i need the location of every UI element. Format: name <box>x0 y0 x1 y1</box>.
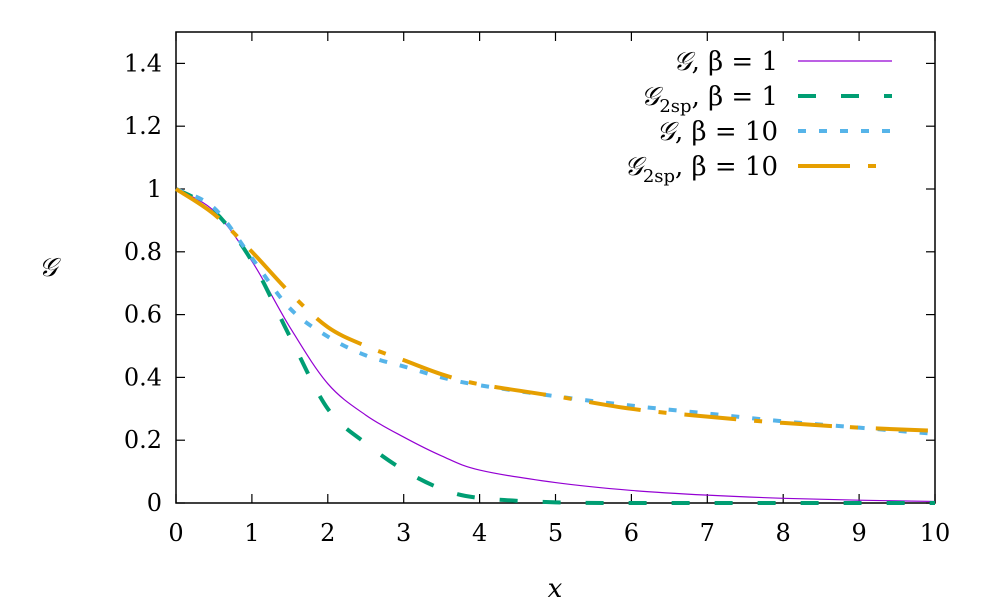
series-line-2 <box>174 187 935 506</box>
legend-label-4: 𝒢2sp, β = 10 <box>624 152 778 187</box>
x-tick-label: 0 <box>168 519 183 547</box>
x-tick-label: 8 <box>776 519 791 547</box>
legend-symbol: 𝒢 <box>673 47 696 77</box>
legend-label-1: 𝒢, β = 1 <box>673 47 778 77</box>
legend-subscript: 2sp <box>659 96 691 117</box>
y-tick-label: 0.4 <box>124 363 162 391</box>
plot-frame <box>175 31 936 504</box>
y-axis-label: 𝒢 <box>39 253 62 283</box>
y-tick-label: 0.8 <box>124 238 162 266</box>
legend-param: , β = 10 <box>675 117 778 147</box>
legend-param: , β = 1 <box>692 82 778 112</box>
legend-label-3: 𝒢, β = 10 <box>657 117 778 147</box>
y-tick-label: 1 <box>147 175 162 203</box>
y-tick-label: 0.6 <box>124 301 162 329</box>
legend-label-2: 𝒢2sp, β = 1 <box>641 82 778 117</box>
y-tick-label: 1.4 <box>124 49 162 77</box>
y-tick-label: 0 <box>147 489 162 517</box>
legend-symbol: 𝒢 <box>641 82 664 112</box>
x-tick-label: 3 <box>396 519 411 547</box>
legend-subscript: 2sp <box>643 166 675 187</box>
series-line-4 <box>174 187 936 433</box>
x-axis-label: x <box>548 574 563 604</box>
y-tick-label: 1.2 <box>124 112 162 140</box>
x-tick-label: 7 <box>700 519 715 547</box>
legend-symbol: 𝒢 <box>624 152 647 182</box>
y-tick-label: 0.2 <box>124 426 162 454</box>
series-line-3 <box>175 187 936 436</box>
x-tick-label: 1 <box>244 519 259 547</box>
series-line-1 <box>175 188 936 503</box>
legend-param: , β = 10 <box>675 152 778 182</box>
legend-symbol: 𝒢 <box>657 117 680 147</box>
x-tick-label: 10 <box>920 519 951 547</box>
x-tick-label: 2 <box>320 519 335 547</box>
x-tick-label: 6 <box>624 519 639 547</box>
x-tick-label: 9 <box>851 519 866 547</box>
x-tick-label: 4 <box>472 519 487 547</box>
x-tick-label: 5 <box>548 519 563 547</box>
legend-param: , β = 1 <box>692 47 778 77</box>
